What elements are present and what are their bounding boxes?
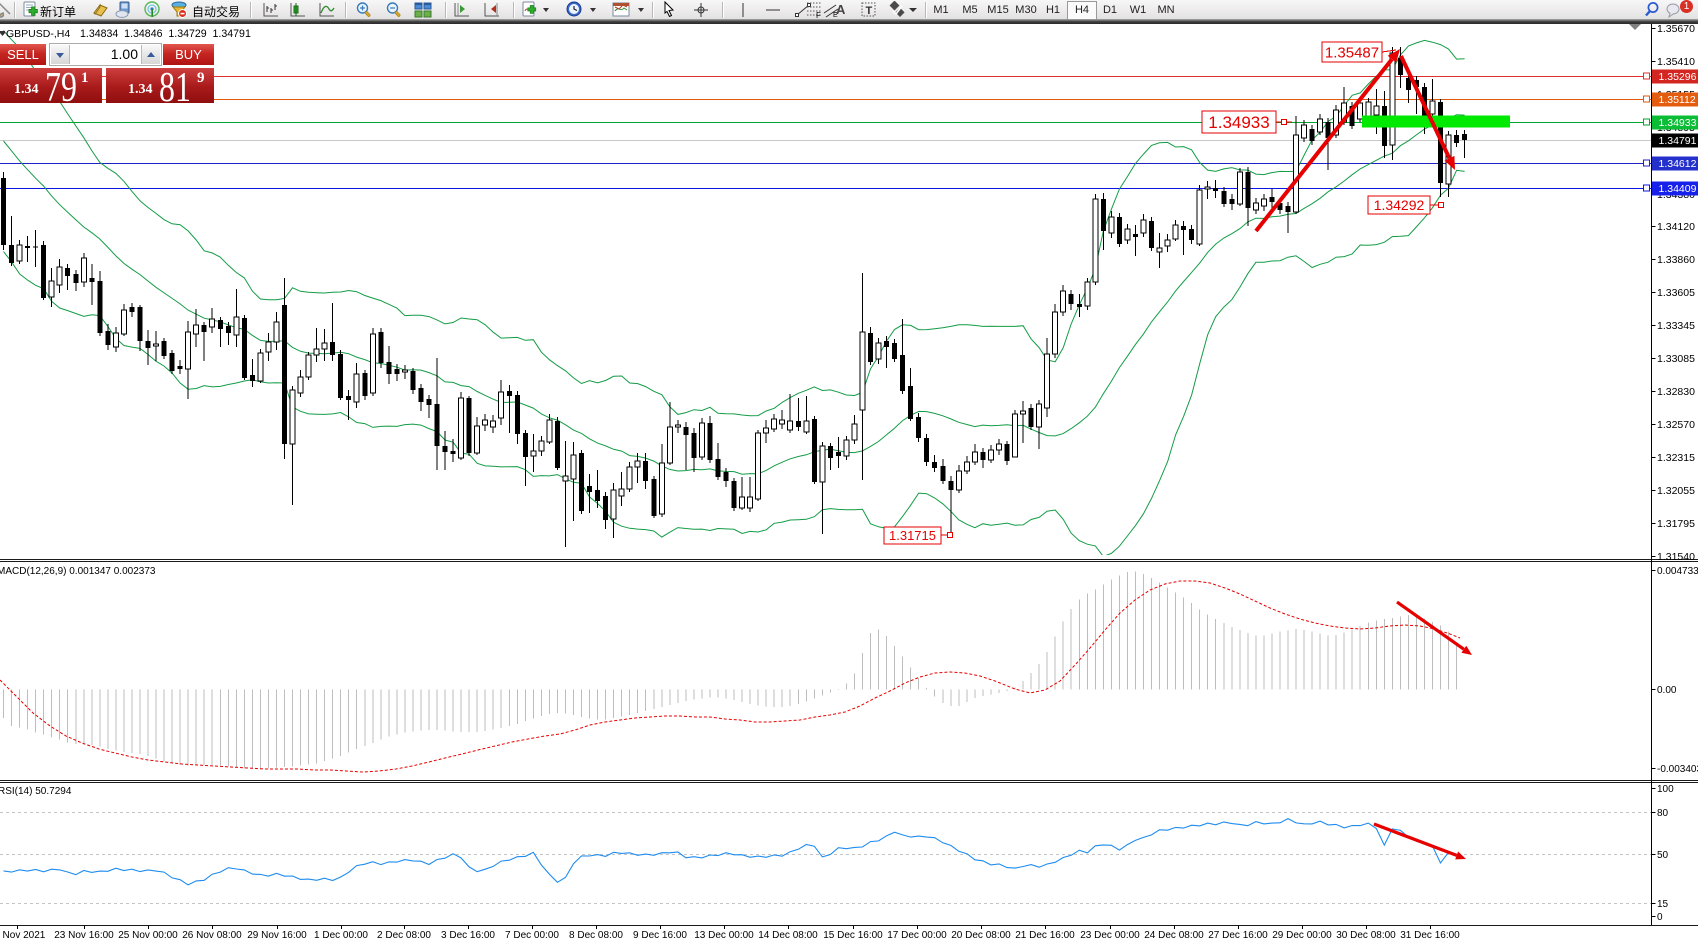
svg-text:1.34292: 1.34292 — [1374, 197, 1425, 213]
svg-text:1.34933: 1.34933 — [1208, 113, 1269, 132]
svg-text:27 Dec 16:00: 27 Dec 16:00 — [1208, 930, 1268, 941]
svg-text:22 Nov 2021: 22 Nov 2021 — [0, 930, 46, 941]
svg-text:26 Nov 08:00: 26 Nov 08:00 — [182, 930, 242, 941]
svg-text:MACD(12,26,9) 0.001347 0.00237: MACD(12,26,9) 0.001347 0.002373 — [0, 566, 156, 577]
svg-text:15: 15 — [1657, 899, 1669, 910]
svg-text:80: 80 — [1657, 808, 1669, 819]
svg-text:1.35670: 1.35670 — [1657, 23, 1695, 35]
svg-text:1.34120: 1.34120 — [1657, 221, 1695, 233]
svg-text:1.34612: 1.34612 — [1659, 158, 1697, 170]
svg-text:1.35296: 1.35296 — [1659, 71, 1697, 83]
svg-text:30 Dec 08:00: 30 Dec 08:00 — [1336, 930, 1396, 941]
svg-text:1.33605: 1.33605 — [1657, 287, 1695, 299]
svg-text:29 Dec 00:00: 29 Dec 00:00 — [1272, 930, 1332, 941]
svg-text:1.32315: 1.32315 — [1657, 452, 1695, 464]
svg-text:1.33085: 1.33085 — [1657, 353, 1695, 365]
svg-text:25 Nov 00:00: 25 Nov 00:00 — [118, 930, 178, 941]
svg-text:100: 100 — [1657, 784, 1674, 795]
svg-text:31 Dec 16:00: 31 Dec 16:00 — [1400, 930, 1460, 941]
svg-text:F: F — [816, 11, 821, 19]
svg-text:GBPUSD-,H4: GBPUSD-,H4 — [6, 28, 70, 40]
svg-text:7 Dec 00:00: 7 Dec 00:00 — [505, 930, 559, 941]
svg-text:1.34834 1.34846 1.34729 1.3: 1.34834 1.34846 1.34729 1.34791 — [80, 28, 251, 40]
svg-text:0.004733: 0.004733 — [1657, 566, 1698, 577]
svg-text:1.34791: 1.34791 — [1659, 135, 1697, 147]
svg-text:20 Dec 08:00: 20 Dec 08:00 — [951, 930, 1011, 941]
svg-text:50: 50 — [1657, 850, 1669, 861]
svg-text:1.33345: 1.33345 — [1657, 320, 1695, 332]
svg-text:21 Dec 16:00: 21 Dec 16:00 — [1015, 930, 1075, 941]
svg-text:9 Dec 16:00: 9 Dec 16:00 — [633, 930, 687, 941]
svg-text:0.00: 0.00 — [1657, 685, 1677, 696]
svg-text:23 Dec 00:00: 23 Dec 00:00 — [1080, 930, 1140, 941]
svg-text:T: T — [866, 5, 873, 17]
svg-text:13 Dec 00:00: 13 Dec 00:00 — [694, 930, 754, 941]
svg-text:2 Dec 08:00: 2 Dec 08:00 — [377, 930, 431, 941]
svg-text:1.34933: 1.34933 — [1659, 117, 1697, 129]
svg-text:0: 0 — [1657, 912, 1663, 923]
svg-text:1.34409: 1.34409 — [1659, 183, 1697, 195]
svg-text:1.35487: 1.35487 — [1325, 44, 1379, 61]
svg-text:1.31715: 1.31715 — [889, 528, 936, 543]
svg-text:1.32055: 1.32055 — [1657, 485, 1695, 497]
svg-text:24 Dec 08:00: 24 Dec 08:00 — [1144, 930, 1204, 941]
svg-text:1.31540: 1.31540 — [1657, 551, 1695, 563]
svg-text:1.35112: 1.35112 — [1659, 94, 1696, 106]
svg-text:1.32830: 1.32830 — [1657, 386, 1695, 398]
svg-text:3 Dec 16:00: 3 Dec 16:00 — [441, 930, 495, 941]
svg-text:1 Dec 00:00: 1 Dec 00:00 — [314, 930, 368, 941]
svg-text:17 Dec 00:00: 17 Dec 00:00 — [887, 930, 947, 941]
svg-text:1.32570: 1.32570 — [1657, 419, 1695, 431]
svg-text:8 Dec 08:00: 8 Dec 08:00 — [569, 930, 623, 941]
svg-text:23 Nov 16:00: 23 Nov 16:00 — [54, 930, 114, 941]
svg-text:E: E — [833, 12, 838, 19]
svg-text:29 Nov 16:00: 29 Nov 16:00 — [247, 930, 307, 941]
svg-text:-0.003403: -0.003403 — [1657, 764, 1698, 775]
svg-text:1.33860: 1.33860 — [1657, 254, 1695, 266]
svg-text:15 Dec 16:00: 15 Dec 16:00 — [823, 930, 883, 941]
svg-text:RSI(14) 50.7294: RSI(14) 50.7294 — [0, 786, 72, 797]
svg-text:14 Dec 08:00: 14 Dec 08:00 — [758, 930, 818, 941]
svg-text:1.31795: 1.31795 — [1657, 518, 1695, 530]
svg-text:1.35410: 1.35410 — [1657, 56, 1695, 68]
